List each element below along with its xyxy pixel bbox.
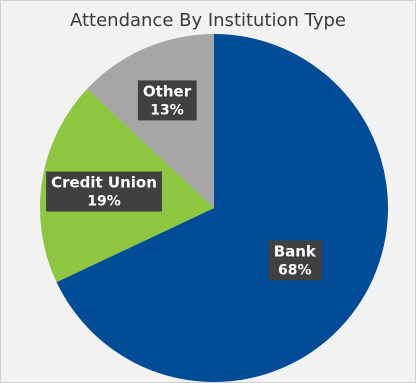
data-label-name-other: Other bbox=[143, 82, 192, 100]
data-label-value-bank: 68% bbox=[278, 262, 312, 278]
pie-slices bbox=[40, 34, 389, 382]
data-label-name-bank: Bank bbox=[274, 242, 317, 260]
data-label-value-other: 13% bbox=[150, 102, 184, 118]
data-labels: Bank 68% Credit Union 19% Other 13% bbox=[46, 80, 322, 281]
pie-slice-other bbox=[87, 34, 214, 208]
chart-title: Attendance By Institution Type bbox=[69, 10, 347, 31]
data-label-box-other bbox=[137, 80, 197, 121]
data-label-box-bank bbox=[268, 240, 322, 281]
pie-slice-bank bbox=[56, 34, 389, 382]
data-label-other: Other 13% bbox=[137, 80, 197, 121]
data-label-value-credit-union: 19% bbox=[87, 194, 121, 210]
data-label-credit-union: Credit Union 19% bbox=[46, 171, 162, 212]
data-label-name-credit-union: Credit Union bbox=[51, 174, 157, 192]
data-label-box-credit-union bbox=[46, 171, 162, 212]
data-label-bank: Bank 68% bbox=[268, 240, 322, 281]
